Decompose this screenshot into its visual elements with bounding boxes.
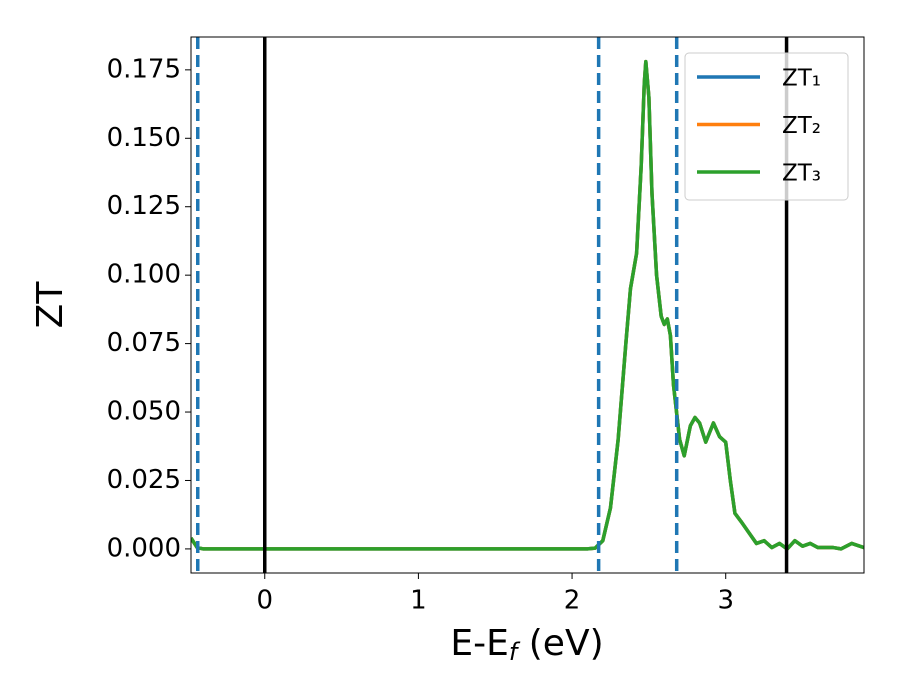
x-label-part: (eV) <box>517 623 603 664</box>
plot-frame <box>190 36 865 574</box>
y-tick-label: 0.075 <box>107 328 181 358</box>
y-axis-label: ZT <box>30 281 71 329</box>
x-tick-label: 1 <box>410 586 427 616</box>
y-tick-label: 0.100 <box>107 260 181 290</box>
y-tick-label: 0.125 <box>107 191 181 221</box>
x-tick-label: 0 <box>256 586 273 616</box>
y-tick-label: 0.025 <box>107 465 181 495</box>
legend-label: ZT₃ <box>782 161 821 187</box>
legend-label: ZT₂ <box>782 113 821 139</box>
y-tick-label: 0.050 <box>107 397 181 427</box>
x-tick-label: 3 <box>717 586 734 616</box>
legend-label: ZT₁ <box>782 66 821 92</box>
data-line <box>191 59 864 551</box>
plot-area <box>191 37 864 573</box>
x-tick-label: 2 <box>564 586 581 616</box>
y-tick-label: 0.175 <box>107 54 181 84</box>
y-tick-label: 0.150 <box>107 123 181 153</box>
y-tick-label: 0.000 <box>107 533 181 563</box>
legend-box <box>684 52 849 201</box>
x-label-part: E-E <box>450 623 508 664</box>
x-axis-label: E-Ef (eV) <box>450 623 603 666</box>
